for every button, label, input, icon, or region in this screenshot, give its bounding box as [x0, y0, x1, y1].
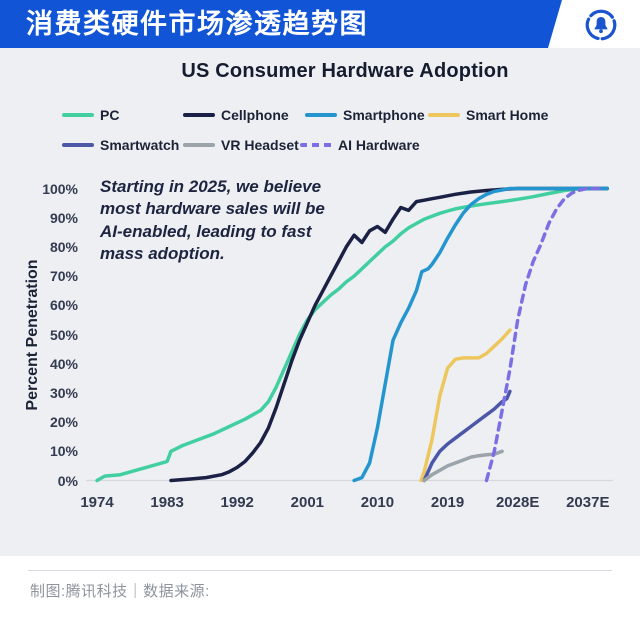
y-tick-20: 20% — [49, 414, 78, 431]
y-tick-10: 10% — [49, 443, 78, 460]
y-tick-30: 30% — [49, 384, 78, 401]
legend-item-smart-home: Smart Home — [428, 106, 548, 124]
legend-swatch-ai-hardware — [300, 143, 332, 147]
series-line-vr-headset — [422, 449, 504, 483]
x-tick-2010: 2010 — [360, 494, 395, 511]
legend-label-pc: PC — [100, 107, 120, 123]
footer: 制图:腾讯科技｜数据来源: — [0, 556, 640, 617]
x-tick-1974: 1974 — [80, 494, 114, 511]
legend-swatch-smartphone — [305, 113, 337, 117]
x-tick-2019: 2019 — [430, 494, 465, 511]
series-line-smart-home — [419, 328, 512, 483]
legend-swatch-smartwatch — [62, 143, 94, 147]
legend-label-cellphone: Cellphone — [221, 107, 289, 123]
y-tick-50: 50% — [49, 326, 78, 343]
legend-label-smartphone: Smartphone — [343, 107, 425, 123]
x-tick-2001: 2001 — [290, 494, 325, 511]
tencent-tech-logo — [582, 6, 620, 44]
x-tick-1992: 1992 — [220, 494, 254, 511]
x-tick-2037e: 2037E — [566, 494, 610, 511]
page-title: 消费类硬件市场渗透趋势图 — [26, 9, 368, 39]
y-tick-70: 70% — [49, 268, 78, 285]
y-tick-90: 90% — [49, 209, 78, 226]
legend-label-vr-headset: VR Headset — [221, 137, 299, 153]
footer-divider — [28, 570, 612, 571]
legend-item-pc: PC — [62, 106, 119, 124]
legend-item-smartwatch: Smartwatch — [62, 136, 179, 154]
legend-label-smartwatch: Smartwatch — [100, 137, 180, 153]
legend-label-smart-home: Smart Home — [466, 107, 549, 123]
chart-title: US Consumer Hardware Adoption — [181, 60, 509, 82]
series-line-smartwatch — [422, 389, 512, 483]
y-tick-0: 0% — [57, 472, 78, 489]
bell-icon — [585, 9, 617, 41]
chart-annotation: Starting in 2025, we believe most hardwa… — [100, 177, 325, 264]
header: 消费类硬件市场渗透趋势图 — [0, 0, 640, 48]
y-tick-80: 80% — [49, 238, 78, 255]
x-tick-1983: 1983 — [150, 494, 184, 511]
y-tick-40: 40% — [49, 355, 78, 372]
x-tick-2028e: 2028E — [495, 494, 540, 511]
footer-credit: 制图:腾讯科技｜数据来源: — [30, 583, 210, 600]
legend-swatch-cellphone — [183, 113, 215, 117]
legend-item-ai-hardware: AI Hardware — [300, 136, 420, 154]
legend-item-cellphone: Cellphone — [183, 106, 289, 124]
header-banner: 消费类硬件市场渗透趋势图 — [0, 0, 562, 48]
legend-item-vr-headset: VR Headset — [183, 136, 299, 154]
legend-swatch-pc — [62, 113, 94, 117]
legend-label-ai-hardware: AI Hardware — [338, 137, 420, 153]
series-line-ai-hardware — [484, 186, 606, 483]
legend-swatch-smart-home — [428, 113, 460, 117]
y-tick-60: 60% — [49, 297, 78, 314]
legend-swatch-vr-headset — [183, 143, 215, 147]
series-line-smartphone — [352, 186, 609, 483]
legend-item-smartphone: Smartphone — [305, 106, 425, 124]
y-tick-100: 100% — [42, 180, 78, 197]
